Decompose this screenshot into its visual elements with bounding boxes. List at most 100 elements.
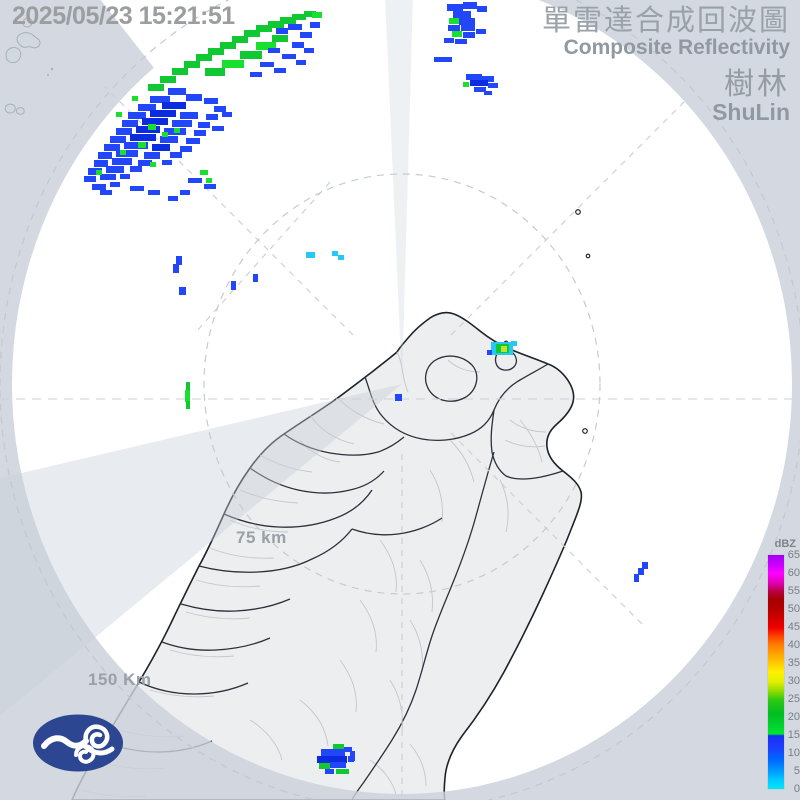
echo-cell [138, 104, 156, 111]
echo-cell [634, 574, 639, 582]
echo-cell [312, 12, 322, 18]
echo-cell [330, 762, 346, 768]
colorbar-tick-50: 50 [787, 603, 800, 615]
product-title-zh: 單雷達合成回波圖 [541, 5, 790, 37]
echo-cell [444, 38, 454, 43]
radar-echo-layer [84, 2, 648, 774]
echo-cell [180, 190, 190, 195]
echo-cell [306, 252, 315, 258]
echo-cell [321, 749, 345, 756]
colorbar-tick-10: 10 [787, 747, 800, 759]
echo-cell [338, 255, 344, 260]
echo-cell [268, 21, 284, 28]
echo-cell [186, 401, 190, 409]
boundary-dashed-segment [195, 181, 331, 333]
echo-cell [336, 769, 349, 774]
echo-cell [200, 170, 208, 175]
echo-cell [476, 29, 486, 34]
echo-cell [186, 382, 190, 391]
echo-cell [160, 76, 176, 83]
echo-cell [148, 124, 156, 130]
echo-cell [214, 106, 226, 112]
colorbar-tick-55: 55 [787, 585, 800, 597]
echo-cell [642, 562, 648, 569]
echo-cell [208, 48, 224, 55]
echo-cell [638, 568, 644, 575]
echo-cell [150, 96, 170, 103]
cwb-logo-wave-icon [41, 724, 115, 764]
echo-cell [162, 160, 172, 165]
product-header: 單雷達合成回波圖 Composite Reflectivity 樹林 ShuLi… [542, 6, 790, 125]
echo-cell [94, 160, 108, 167]
echo-cell [260, 62, 274, 67]
echo-cell [100, 174, 116, 180]
echo-cell [296, 60, 306, 65]
echo-cell [138, 142, 146, 148]
echo-cell [463, 2, 477, 9]
echo-cell [470, 80, 488, 86]
colorbar-tick-5: 5 [793, 765, 800, 777]
echo-cell [196, 54, 212, 61]
echo-cell [148, 190, 160, 195]
colorbar-tick-45: 45 [787, 621, 800, 633]
range-ring-75-label: 75 km [236, 528, 287, 547]
echo-cell [174, 128, 180, 133]
echo-cell [240, 51, 262, 59]
echo-cell [274, 68, 286, 73]
echo-cell [448, 25, 460, 31]
colorbar-unit-label: dBZ [774, 538, 796, 550]
echo-cell [180, 146, 192, 152]
echo-cell [250, 72, 262, 77]
echo-cell [487, 350, 492, 355]
echo-cell [116, 150, 138, 157]
echo-cell [501, 346, 507, 352]
echo-cell [466, 74, 482, 80]
dbz-colorbar: dBZ 65 60 55 50 45 40 35 30 25 20 15 10 5 0 [764, 538, 800, 800]
echo-cell [282, 54, 296, 59]
echo-cell [130, 134, 156, 141]
echo-cell [244, 30, 260, 37]
colorbar-tick-40: 40 [787, 639, 800, 651]
echo-cell [332, 251, 338, 256]
echo-cell [220, 42, 236, 49]
echo-cell [474, 87, 486, 92]
echo-cell [344, 747, 352, 752]
echo-cell [194, 130, 206, 136]
product-title-en: Composite Reflectivity [563, 36, 790, 60]
echo-cell [148, 84, 164, 91]
echo-cell [333, 744, 344, 750]
colorbar-tick-15: 15 [787, 729, 800, 741]
echo-cell [124, 142, 148, 149]
echo-cell [256, 25, 272, 32]
colorbar-gradient [768, 555, 784, 789]
echo-cell [116, 128, 132, 135]
echo-cell [453, 11, 471, 18]
echo-cell [184, 61, 200, 68]
echo-cell [162, 102, 186, 109]
echo-cell [310, 22, 320, 28]
echo-cell [452, 31, 462, 37]
blocked-sector-wedge-north [385, 0, 413, 384]
echo-cell [185, 390, 190, 402]
echo-cell [292, 42, 304, 48]
echo-cell [172, 68, 188, 75]
echo-cell [222, 112, 232, 117]
echo-cell [206, 114, 218, 120]
echo-cell [144, 152, 160, 159]
echo-cell [477, 6, 487, 12]
echo-cell [232, 36, 248, 43]
echo-cell [170, 152, 182, 158]
station-name-zh: 樹林 [724, 67, 790, 101]
echo-cell [463, 82, 469, 87]
echo-cell [231, 281, 236, 290]
echo-cell [463, 32, 475, 38]
echo-cell [152, 144, 170, 151]
echo-cell [130, 166, 142, 172]
echo-cell [206, 178, 212, 183]
colorbar-tick-65: 65 [787, 549, 800, 561]
echo-cell [116, 112, 122, 117]
echo-cell [449, 18, 459, 24]
echo-cell [130, 186, 144, 191]
echo-cell [272, 35, 288, 42]
echo-cell [484, 91, 492, 95]
